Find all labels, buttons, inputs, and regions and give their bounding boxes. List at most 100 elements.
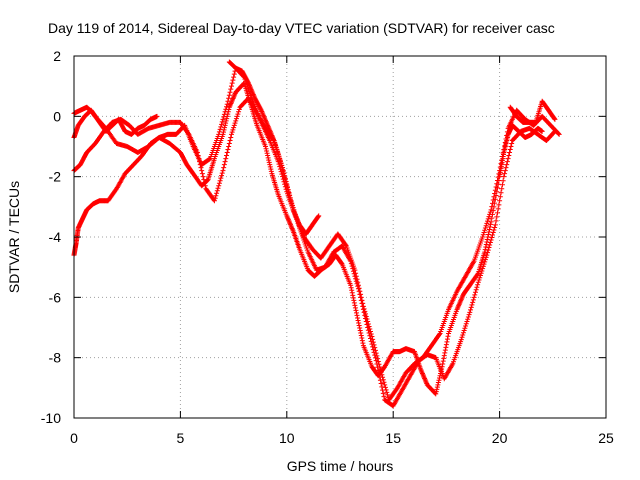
data-point: [231, 122, 237, 128]
data-point: [219, 121, 225, 127]
data-point: [499, 157, 505, 163]
data-point: [492, 224, 498, 230]
data-point: [496, 171, 502, 177]
data-point: [486, 226, 492, 232]
data-point: [479, 268, 485, 274]
data-point: [485, 218, 491, 224]
data-point: [219, 119, 225, 125]
data-point: [369, 334, 375, 340]
data-point: [444, 339, 450, 345]
data-point: [383, 387, 389, 393]
data-point: [480, 234, 486, 240]
data-point: [221, 165, 227, 171]
data-point: [463, 321, 469, 327]
data-point: [475, 279, 481, 285]
data-point: [199, 171, 205, 177]
data-point: [484, 252, 490, 258]
data-point: [222, 159, 228, 165]
data-point: [206, 156, 212, 162]
data-point: [380, 374, 386, 380]
data-point: [463, 323, 469, 329]
data-point: [231, 74, 237, 80]
data-point: [500, 150, 506, 156]
data-point: [230, 77, 236, 83]
data-point: [481, 261, 487, 267]
data-point: [233, 118, 239, 124]
data-point: [381, 379, 387, 385]
data-point: [498, 190, 504, 196]
data-point: [483, 242, 489, 248]
data-point: [359, 335, 365, 341]
data-point: [225, 147, 231, 153]
chart-title: Day 119 of 2014, Sidereal Day-to-day VTE…: [48, 20, 555, 36]
data-point: [348, 285, 354, 291]
x-tick-label: 5: [177, 430, 185, 446]
data-point: [497, 168, 503, 174]
data-point: [348, 282, 354, 288]
data-point: [355, 317, 361, 323]
data-point: [355, 315, 361, 321]
data-point: [220, 168, 226, 174]
data-point: [360, 300, 366, 306]
data-point: [485, 250, 491, 256]
data-point: [267, 164, 273, 170]
data-point: [467, 309, 473, 315]
data-point: [507, 147, 513, 153]
data-point: [441, 355, 447, 361]
data-point: [444, 336, 450, 342]
data-point: [461, 328, 467, 334]
data-point: [231, 71, 237, 77]
data-point: [357, 325, 363, 331]
data-point: [376, 361, 382, 367]
plot-series: [71, 59, 562, 409]
series-track-d: [71, 59, 558, 237]
x-tick-label: 10: [279, 430, 295, 446]
data-point: [227, 137, 233, 143]
data-point: [494, 177, 500, 183]
data-point: [217, 178, 223, 184]
data-point: [236, 109, 242, 115]
y-tick-label: 0: [53, 108, 61, 124]
data-point: [482, 249, 488, 255]
data-point: [504, 162, 510, 168]
data-point: [490, 200, 496, 206]
data-point: [354, 312, 360, 318]
data-point: [434, 384, 440, 390]
data-point: [211, 198, 217, 204]
data-point: [316, 213, 322, 219]
data-point: [265, 153, 271, 159]
data-point: [462, 325, 468, 331]
data-point: [480, 263, 486, 269]
data-point: [377, 364, 383, 370]
y-tick-label: -6: [49, 289, 62, 305]
data-point: [235, 111, 241, 117]
data-point: [205, 177, 211, 183]
data-point: [219, 170, 225, 176]
data-point: [468, 307, 474, 313]
data-point: [222, 109, 228, 115]
data-point: [443, 342, 449, 348]
data-point: [221, 162, 227, 168]
data-point: [493, 218, 499, 224]
data-point: [443, 344, 449, 350]
data-point: [375, 358, 381, 364]
data-point: [224, 153, 230, 159]
data-point: [555, 131, 561, 137]
data-point: [494, 181, 500, 187]
data-point: [222, 122, 228, 128]
data-point: [384, 389, 390, 395]
data-point: [228, 83, 234, 89]
data-point: [372, 345, 378, 351]
data-point: [477, 272, 483, 278]
data-point: [487, 242, 493, 248]
data-point: [485, 216, 491, 222]
data-point: [482, 227, 488, 233]
data-point: [226, 95, 232, 101]
data-point: [460, 330, 466, 336]
data-point: [358, 333, 364, 339]
data-point: [214, 188, 220, 194]
y-axis-title: SDTVAR / TECUs: [6, 181, 22, 293]
data-point: [487, 224, 493, 230]
data-point: [470, 299, 476, 305]
data-point: [154, 113, 160, 119]
